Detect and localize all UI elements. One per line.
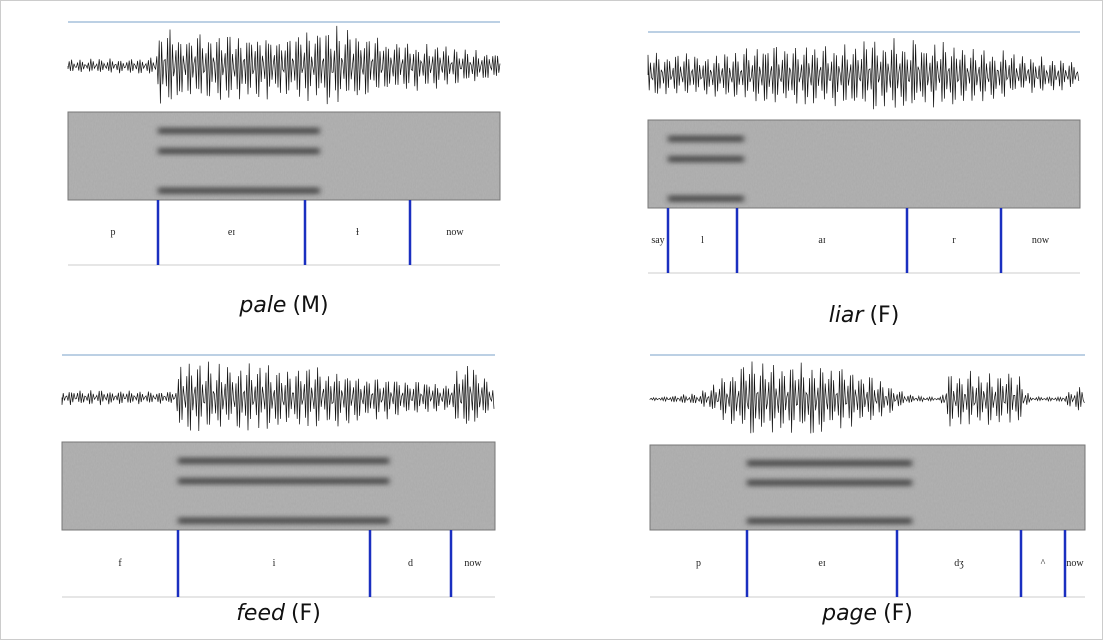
segment-label: eɪ	[228, 227, 235, 238]
segment-label: d	[408, 558, 413, 569]
formant-band	[158, 187, 320, 195]
segment-label: p	[696, 558, 701, 569]
formant-band	[747, 479, 912, 487]
segment-label: say	[651, 235, 664, 246]
panel: f i d now feed (F)	[61, 354, 496, 626]
formants	[158, 127, 320, 195]
waveform	[647, 38, 1080, 110]
spectrogram-border	[61, 441, 496, 531]
caption-word: feed	[236, 601, 286, 626]
segment-label: now	[1032, 235, 1050, 246]
formant-band	[178, 517, 390, 525]
spectrogram-noise	[650, 445, 1085, 530]
formant-band	[668, 135, 744, 143]
spectrogram-noise	[62, 442, 495, 530]
segment-label: dʒ	[954, 558, 964, 569]
caption: liar (F)	[829, 303, 900, 328]
caption-speaker: (F)	[883, 601, 913, 626]
formants	[668, 135, 744, 203]
waveform	[67, 25, 501, 105]
segment-label: now	[446, 227, 464, 238]
formant-band	[668, 195, 744, 203]
spectrogram-border	[67, 111, 501, 201]
segment-label: r	[952, 235, 956, 246]
segment-label: aɪ	[818, 235, 825, 246]
formant-band	[668, 155, 744, 163]
segment-label: now	[464, 558, 482, 569]
spectrogram-noise	[68, 112, 500, 200]
caption-word: liar	[829, 303, 866, 328]
segment-label: l	[701, 235, 704, 246]
segment-label: eɪ	[818, 558, 825, 569]
formant-band	[178, 457, 390, 465]
panel: say l aɪ r now liar (F)	[647, 31, 1081, 328]
segment-label: now	[1066, 558, 1084, 569]
spectrogram-border	[649, 444, 1086, 531]
caption-word: page	[821, 601, 877, 626]
caption-speaker: (M)	[292, 293, 328, 318]
caption-speaker: (F)	[291, 601, 321, 626]
caption: feed (F)	[236, 601, 321, 626]
segment-label: p	[111, 227, 116, 238]
formants	[178, 457, 390, 525]
waveform	[61, 361, 495, 432]
formant-band	[178, 477, 390, 485]
segment-label: ɫ	[356, 227, 359, 238]
formant-band	[747, 517, 912, 525]
spectrogram-border	[647, 119, 1081, 209]
caption: pale (M)	[238, 293, 328, 318]
segment-label: i	[273, 558, 276, 569]
panel: p eɪ dʒ ^ now page (F)	[649, 354, 1086, 626]
spectrogram-noise	[648, 120, 1080, 208]
panel: p eɪ ɫ now pale (M)	[67, 21, 501, 318]
segment-label: ^	[1041, 558, 1046, 569]
formant-band	[158, 147, 320, 155]
formant-band	[747, 459, 912, 467]
caption-speaker: (F)	[869, 303, 899, 328]
waveform	[649, 361, 1085, 434]
formant-band	[158, 127, 320, 135]
caption: page (F)	[821, 601, 913, 626]
segment-label: f	[118, 558, 122, 569]
caption-word: pale	[238, 293, 286, 318]
formants	[747, 459, 912, 525]
